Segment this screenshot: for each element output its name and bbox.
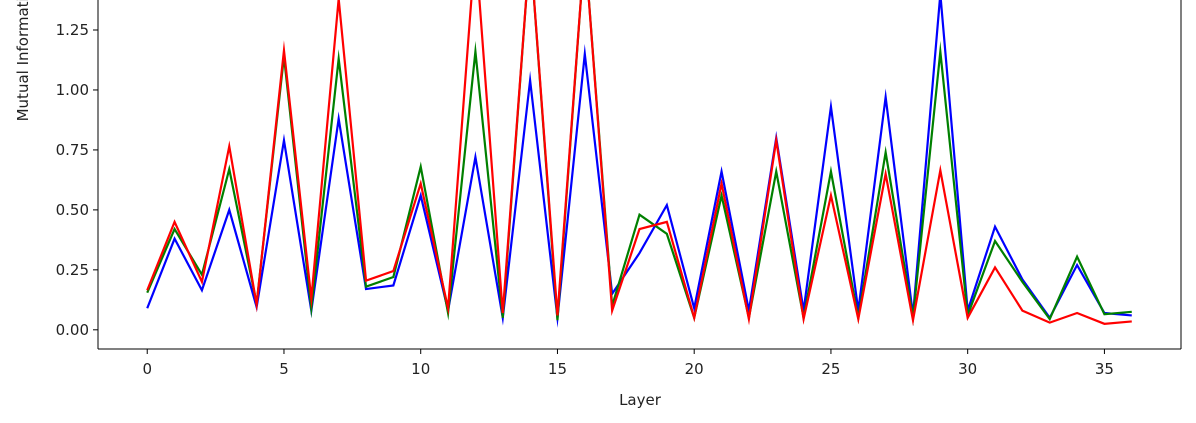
x-tick-label: 35: [1095, 360, 1114, 378]
y-tick-label: 0.75: [56, 141, 89, 159]
y-tick-label: 1.25: [56, 21, 89, 39]
y-tick-label: 0.50: [56, 201, 89, 219]
x-tick-label: 15: [548, 360, 567, 378]
x-tick-label: 5: [279, 360, 289, 378]
x-tick-label: 10: [411, 360, 430, 378]
x-tick-label: 0: [142, 360, 152, 378]
x-tick-label: 20: [685, 360, 704, 378]
x-tick-label: 25: [821, 360, 840, 378]
y-axis-label: Mutual Information: [14, 0, 32, 121]
y-tick-label: 1.00: [56, 81, 89, 99]
series-layer: [146, 0, 1132, 328]
x-tick-label: 30: [958, 360, 977, 378]
x-axis-label: Layer: [619, 391, 662, 409]
series-line-2: [146, 0, 1132, 327]
y-tick-label: 0.25: [56, 261, 89, 279]
series-line-3: [146, 0, 1132, 327]
axes: 0 5 10 15 20 25 30 35 0.00 0.25 0.50 0.75 1.00 1.25: [56, 0, 1182, 378]
y-tick-label: 0.00: [56, 321, 89, 339]
